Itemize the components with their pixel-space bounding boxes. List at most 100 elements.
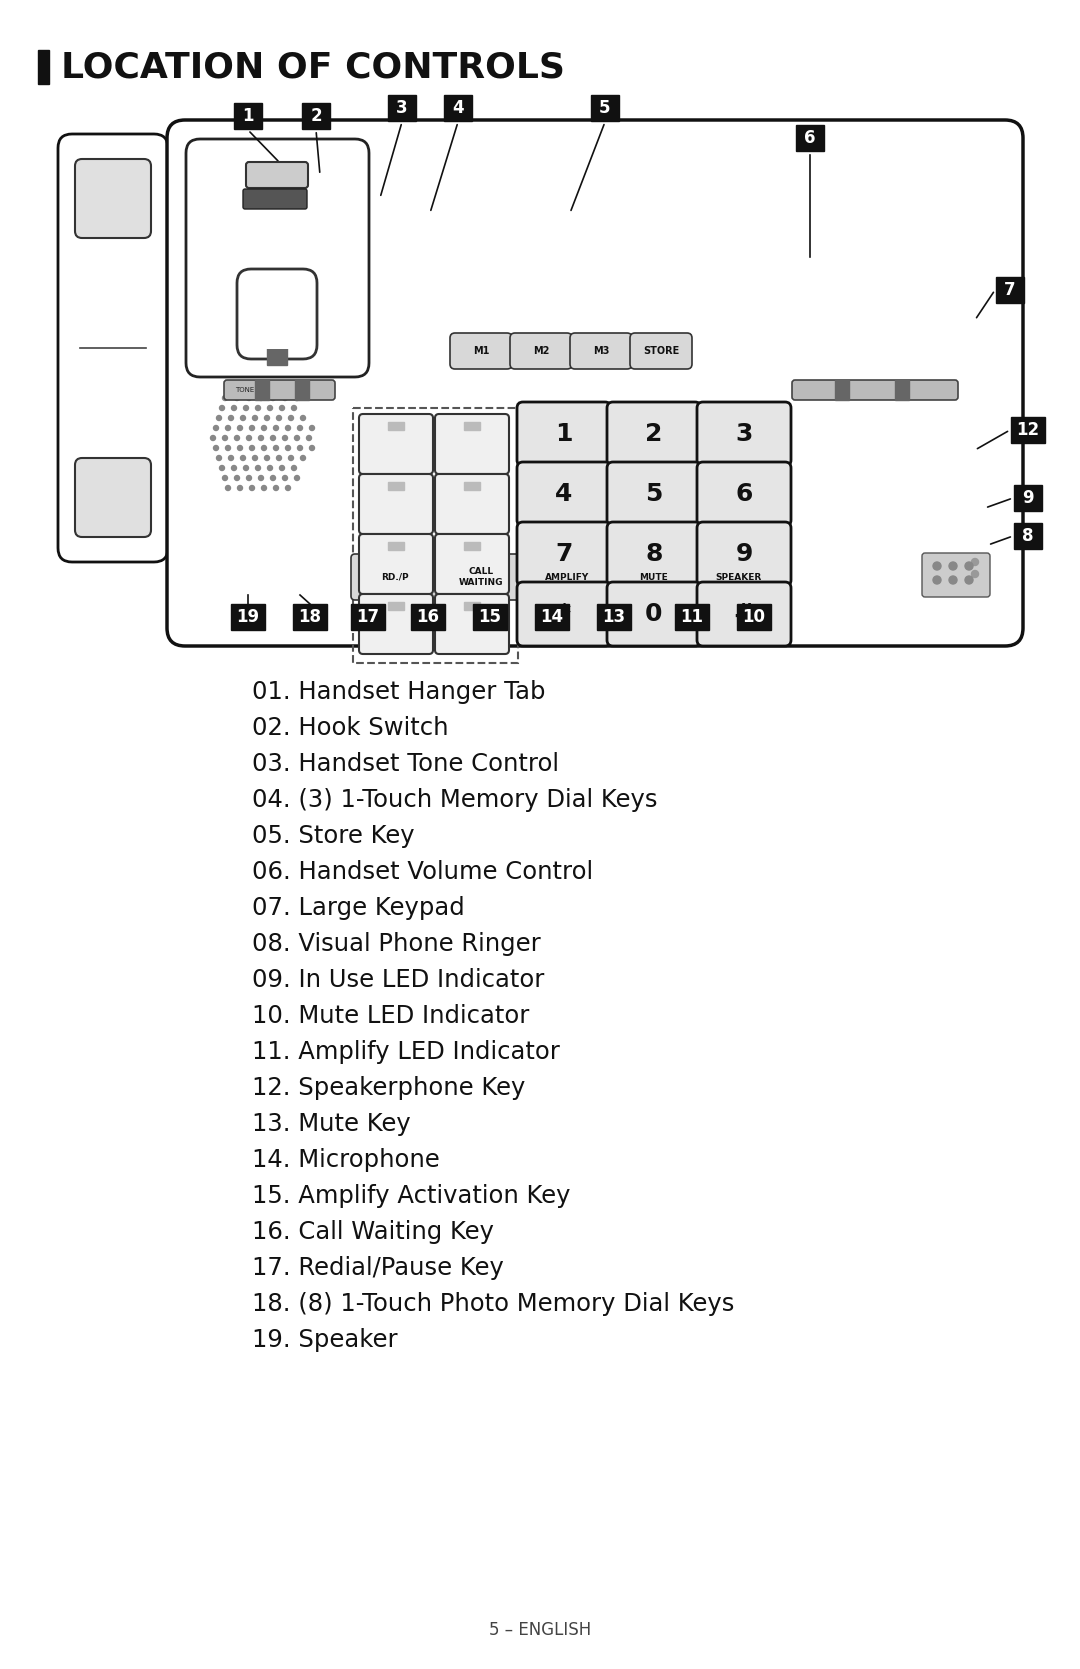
Text: AMPLIFY: AMPLIFY bbox=[545, 572, 589, 581]
Circle shape bbox=[933, 562, 941, 571]
Circle shape bbox=[246, 476, 252, 481]
Circle shape bbox=[249, 426, 255, 431]
Circle shape bbox=[283, 476, 287, 481]
FancyBboxPatch shape bbox=[251, 285, 303, 349]
Circle shape bbox=[249, 486, 255, 491]
FancyBboxPatch shape bbox=[224, 381, 335, 401]
FancyBboxPatch shape bbox=[792, 381, 958, 401]
FancyBboxPatch shape bbox=[697, 522, 791, 586]
Text: 08. Visual Phone Ringer: 08. Visual Phone Ringer bbox=[252, 931, 541, 956]
Bar bbox=[234, 103, 262, 129]
Text: 01. Handset Hanger Tab: 01. Handset Hanger Tab bbox=[252, 679, 545, 704]
FancyBboxPatch shape bbox=[75, 159, 151, 239]
Text: 17: 17 bbox=[356, 608, 379, 626]
FancyBboxPatch shape bbox=[359, 414, 433, 474]
Circle shape bbox=[972, 559, 978, 566]
FancyBboxPatch shape bbox=[922, 552, 990, 598]
Circle shape bbox=[238, 446, 243, 451]
Circle shape bbox=[222, 436, 228, 441]
Circle shape bbox=[273, 486, 279, 491]
Circle shape bbox=[231, 406, 237, 411]
Text: 1: 1 bbox=[555, 422, 572, 446]
Circle shape bbox=[280, 406, 284, 411]
Bar bbox=[444, 95, 472, 120]
Circle shape bbox=[972, 571, 978, 577]
Circle shape bbox=[241, 456, 245, 461]
Bar bbox=[464, 482, 480, 491]
Circle shape bbox=[243, 406, 248, 411]
Bar bbox=[38, 50, 49, 83]
FancyBboxPatch shape bbox=[607, 462, 701, 526]
Bar bbox=[675, 604, 708, 629]
Circle shape bbox=[283, 436, 287, 441]
Circle shape bbox=[214, 446, 218, 451]
Text: 06. Handset Volume Control: 06. Handset Volume Control bbox=[252, 860, 593, 885]
Circle shape bbox=[238, 486, 243, 491]
Bar bbox=[473, 604, 507, 629]
Text: 12: 12 bbox=[1016, 421, 1040, 439]
Circle shape bbox=[261, 386, 267, 391]
FancyBboxPatch shape bbox=[75, 457, 151, 537]
FancyBboxPatch shape bbox=[435, 534, 509, 594]
Circle shape bbox=[288, 456, 294, 461]
Circle shape bbox=[249, 386, 255, 391]
Bar bbox=[295, 381, 309, 401]
FancyBboxPatch shape bbox=[570, 334, 632, 369]
Circle shape bbox=[234, 396, 240, 401]
Text: 4: 4 bbox=[453, 98, 463, 117]
Text: 5 – ENGLISH: 5 – ENGLISH bbox=[489, 1621, 591, 1639]
Circle shape bbox=[238, 426, 243, 431]
Circle shape bbox=[256, 466, 260, 471]
Text: 9: 9 bbox=[735, 542, 753, 566]
FancyBboxPatch shape bbox=[510, 334, 572, 369]
FancyBboxPatch shape bbox=[517, 582, 611, 646]
Text: 19: 19 bbox=[237, 608, 259, 626]
FancyBboxPatch shape bbox=[517, 402, 611, 466]
Text: #: # bbox=[733, 603, 755, 626]
Circle shape bbox=[226, 426, 230, 431]
FancyBboxPatch shape bbox=[697, 462, 791, 526]
Circle shape bbox=[226, 486, 230, 491]
Circle shape bbox=[214, 426, 218, 431]
Bar bbox=[255, 381, 269, 401]
FancyBboxPatch shape bbox=[359, 534, 433, 594]
Text: 2: 2 bbox=[310, 107, 322, 125]
Text: 07. Large Keypad: 07. Large Keypad bbox=[252, 896, 464, 920]
Circle shape bbox=[258, 396, 264, 401]
Text: 12. Speakerphone Key: 12. Speakerphone Key bbox=[252, 1077, 525, 1100]
Circle shape bbox=[253, 456, 257, 461]
Circle shape bbox=[273, 386, 279, 391]
Bar bbox=[351, 604, 384, 629]
Text: 0: 0 bbox=[645, 603, 663, 626]
Text: SPEAKER: SPEAKER bbox=[716, 572, 762, 581]
Text: 04. (3) 1-Touch Memory Dial Keys: 04. (3) 1-Touch Memory Dial Keys bbox=[252, 788, 658, 813]
Bar bbox=[535, 604, 569, 629]
Text: M3: M3 bbox=[593, 345, 609, 355]
FancyBboxPatch shape bbox=[607, 402, 701, 466]
Text: TONE: TONE bbox=[235, 387, 254, 392]
Circle shape bbox=[268, 466, 272, 471]
Text: 2: 2 bbox=[646, 422, 663, 446]
FancyBboxPatch shape bbox=[630, 334, 692, 369]
FancyBboxPatch shape bbox=[351, 554, 438, 599]
FancyBboxPatch shape bbox=[58, 134, 168, 562]
Text: 17. Redial/Pause Key: 17. Redial/Pause Key bbox=[252, 1257, 504, 1280]
Bar bbox=[411, 604, 445, 629]
Circle shape bbox=[288, 416, 294, 421]
Circle shape bbox=[285, 426, 291, 431]
FancyBboxPatch shape bbox=[607, 582, 701, 646]
Circle shape bbox=[283, 396, 287, 401]
FancyBboxPatch shape bbox=[437, 554, 525, 599]
Circle shape bbox=[226, 446, 230, 451]
FancyBboxPatch shape bbox=[243, 189, 307, 209]
FancyBboxPatch shape bbox=[697, 582, 791, 646]
Bar bbox=[835, 381, 849, 401]
Circle shape bbox=[256, 406, 260, 411]
Circle shape bbox=[229, 416, 233, 421]
Bar bbox=[591, 95, 619, 120]
Circle shape bbox=[276, 456, 282, 461]
Text: 8: 8 bbox=[646, 542, 663, 566]
FancyBboxPatch shape bbox=[607, 522, 701, 586]
Text: 3: 3 bbox=[735, 422, 753, 446]
Circle shape bbox=[268, 406, 272, 411]
